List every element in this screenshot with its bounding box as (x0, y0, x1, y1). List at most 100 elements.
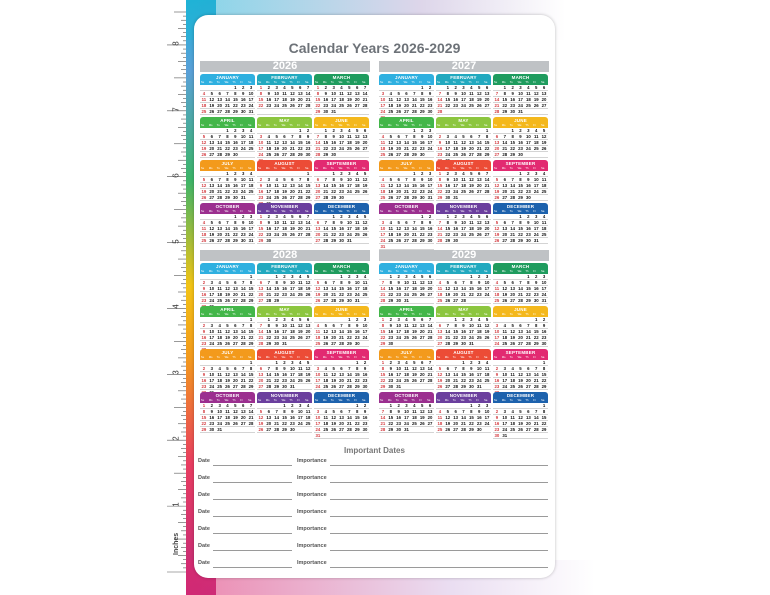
day-cell: 11 (475, 323, 484, 329)
day-cell: 22 (379, 335, 387, 341)
date-field[interactable] (213, 533, 292, 534)
importance-field[interactable] (330, 465, 548, 466)
day-cell: 24 (524, 146, 533, 152)
weekday-label: Th (525, 270, 529, 273)
day-cell: 16 (321, 97, 330, 103)
day-cell: 20 (394, 146, 403, 152)
day-cell: 10 (426, 177, 434, 183)
date-field[interactable] (213, 516, 292, 517)
month-january: JANUARY Su Mo Tu We Th Fr Sa 1 2 3 4 5 6 7 8 9 10 11 12 13 14… (379, 263, 434, 304)
weekday-label: Th (468, 81, 472, 84)
day-grid: 1 2 3 4 5 6 7 8 9 10 11 12 13 14 15 16 17 18 19 20 21 22 23 24 2… (379, 128, 434, 158)
date-field[interactable] (213, 465, 292, 466)
day-cell: 7 (361, 85, 369, 91)
day-cell: 10 (379, 97, 387, 103)
day-cell: 17 (459, 97, 468, 103)
day-cell: 3 (426, 128, 434, 134)
day-cell (436, 274, 444, 280)
day-cell (200, 214, 208, 220)
day-grid: 1 2 3 4 5 6 7 8 9 10 11 12 13 14 15 16 17 18 19 20 21 22 23 24 2… (379, 360, 434, 390)
day-cell (296, 109, 305, 115)
weekday-label: Tu (452, 313, 456, 316)
day-cell: 13 (426, 409, 434, 415)
day-cell: 20 (508, 292, 517, 298)
day-cell (540, 152, 548, 158)
weekday-row: Su Mo Tu We Th Fr Sa (200, 356, 255, 360)
weekday-label: Fr (354, 399, 357, 402)
day-cell: 17 (239, 140, 248, 146)
importance-field[interactable] (330, 567, 548, 568)
day-cell: 18 (402, 329, 411, 335)
day-cell: 17 (459, 226, 468, 232)
day-cell: 16 (493, 378, 501, 384)
day-cell: 23 (345, 292, 354, 298)
weekday-row: Su Mo Tu We Th Fr Sa (379, 270, 434, 274)
day-cell (394, 341, 403, 347)
day-cell (314, 214, 322, 220)
importance-field[interactable] (330, 482, 548, 483)
day-cell: 10 (394, 323, 403, 329)
day-cell: 6 (329, 323, 338, 329)
day-cell: 16 (200, 335, 208, 341)
day-cell: 17 (314, 378, 322, 384)
weekday-label: Tu (509, 81, 513, 84)
importance-field[interactable] (330, 499, 548, 500)
day-cell: 14 (443, 329, 452, 335)
day-cell (288, 171, 297, 177)
day-grid: 1 2 3 4 5 6 7 8 9 10 11 12 13 14 15 16 17 18 19 20 21 22 23 24 2… (314, 317, 369, 347)
day-cell: 13 (361, 134, 369, 140)
weekday-label: Th (525, 313, 529, 316)
day-cell: 1 (443, 214, 452, 220)
day-cell: 27 (524, 384, 533, 390)
day-cell: 20 (231, 335, 240, 341)
day-cell: 29 (257, 238, 265, 244)
day-cell: 29 (467, 427, 476, 433)
weekday-label: Su (315, 313, 319, 316)
day-cell: 5 (386, 177, 395, 183)
important-date-row: Date Importance (198, 492, 550, 500)
day-cell: 4 (451, 134, 460, 140)
day-cell: 13 (443, 372, 452, 378)
day-cell: 18 (493, 292, 501, 298)
day-cell (516, 360, 525, 366)
day-cell: 24 (207, 298, 216, 304)
day-cell: 9 (329, 134, 338, 140)
weekday-label: Mo (444, 167, 449, 170)
importance-field[interactable] (330, 516, 548, 517)
day-cell: 6 (304, 317, 312, 323)
day-cell: 26 (207, 238, 216, 244)
day-cell: 18 (272, 189, 281, 195)
date-field[interactable] (213, 482, 292, 483)
day-cell: 21 (288, 146, 297, 152)
day-cell: 25 (508, 427, 517, 433)
month-name: APRIL (379, 117, 434, 124)
day-cell: 22 (386, 421, 395, 427)
date-field[interactable] (213, 550, 292, 551)
day-cell: 22 (436, 189, 444, 195)
importance-field[interactable] (330, 533, 548, 534)
day-cell: 28 (247, 421, 255, 427)
day-cell (500, 128, 509, 134)
importance-field[interactable] (330, 550, 548, 551)
day-cell (329, 433, 338, 439)
weekday-label: We (281, 81, 286, 84)
day-cell (337, 360, 346, 366)
day-cell: 7 (532, 409, 541, 415)
weekday-label: Sa (541, 81, 545, 84)
weekday-label: Th (346, 167, 350, 170)
day-cell: 28 (264, 298, 273, 304)
weekday-label: We (281, 356, 286, 359)
day-cell: 8 (257, 220, 265, 226)
day-cell (296, 238, 305, 244)
day-cell (264, 128, 273, 134)
date-field[interactable] (213, 567, 292, 568)
weekday-label: Mo (265, 270, 270, 273)
day-cell: 27 (215, 109, 224, 115)
day-cell: 18 (215, 292, 224, 298)
day-cell: 3 (345, 214, 354, 220)
day-cell: 20 (337, 421, 346, 427)
date-field[interactable] (213, 499, 292, 500)
day-cell: 17 (264, 189, 273, 195)
day-cell: 11 (280, 91, 289, 97)
day-cell: 28 (483, 189, 491, 195)
